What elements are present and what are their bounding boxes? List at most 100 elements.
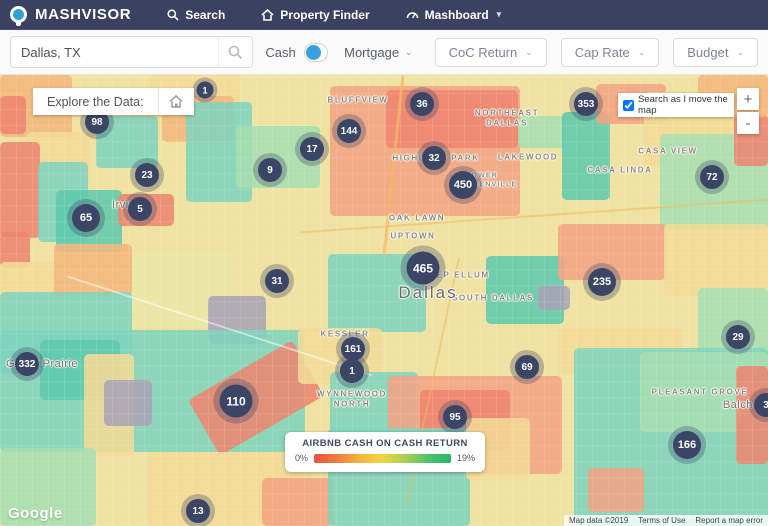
legend-gradient-bar <box>314 453 451 463</box>
cash-label: Cash <box>265 44 296 60</box>
map-area-label: OAK LAWN <box>388 213 446 223</box>
nav-item-label: Property Finder <box>280 7 370 22</box>
cluster-marker[interactable]: 235 <box>588 268 616 296</box>
heat-patch <box>518 116 566 148</box>
heat-patch <box>262 478 334 526</box>
map-data-credit: Map data ©2019 <box>564 515 634 526</box>
cluster-marker[interactable]: 1 <box>196 81 214 99</box>
cluster-marker[interactable]: 465 <box>406 251 440 285</box>
search-icon <box>167 8 179 21</box>
map-area-label: KESSLER <box>320 329 370 339</box>
cluster-marker[interactable]: 69 <box>515 355 539 379</box>
search-as-move-label: Search as I move the map <box>638 94 728 116</box>
brand-name: MASHVISOR <box>35 6 132 23</box>
cluster-marker[interactable]: 65 <box>72 204 100 232</box>
mortgage-dropdown[interactable]: Mortgage ⌄ <box>344 45 412 60</box>
heat-patch <box>664 224 768 296</box>
explore-data-panel: Explore the Data: <box>33 88 194 115</box>
search-as-move-panel: Search as I move the map <box>618 93 734 117</box>
map-area-label: PLEASANT GROVE <box>651 387 749 397</box>
chevron-down-icon: ⌄ <box>637 46 646 57</box>
cluster-marker[interactable]: 13 <box>186 499 210 523</box>
cluster-marker[interactable]: 353 <box>574 92 598 116</box>
heat-patch <box>0 96 26 134</box>
nav-item-search[interactable]: Search <box>167 8 225 22</box>
map-area-label: CASA LINDA <box>587 165 653 175</box>
budget-label: Budget <box>687 44 729 60</box>
heat-patch <box>0 448 96 526</box>
heatmap-legend: AIRBNB CASH ON CASH RETURN 0% 19% <box>285 432 485 472</box>
heat-patch <box>558 224 666 280</box>
budget-dropdown[interactable]: Budget ⌄ <box>673 37 758 67</box>
dashboard-icon <box>406 9 419 20</box>
terms-of-use-link[interactable]: Terms of Use <box>633 515 691 526</box>
nav-item-mashboard[interactable]: Mashboard ▾ <box>406 7 502 22</box>
mashvisor-logo[interactable]: MASHVISOR <box>10 6 132 26</box>
search-submit-button[interactable] <box>218 37 253 67</box>
top-navbar: MASHVISOR Search Property Finder Mashboa… <box>0 0 768 30</box>
map-area-label: CASA VIEW <box>638 146 698 156</box>
cluster-marker[interactable]: 110 <box>219 384 253 418</box>
cluster-marker[interactable]: 3 <box>754 393 768 417</box>
map-area-label: DEEP ELLUM <box>422 270 490 280</box>
cluster-marker[interactable]: 5 <box>128 197 152 221</box>
home-button[interactable] <box>157 88 194 115</box>
cluster-marker[interactable]: 36 <box>410 92 434 116</box>
cluster-marker[interactable]: 72 <box>700 165 724 189</box>
cluster-marker[interactable]: 32 <box>422 146 446 170</box>
map-area-label: NORTH <box>333 399 371 409</box>
location-search-input[interactable] <box>11 44 219 60</box>
cluster-marker[interactable]: 31 <box>265 269 289 293</box>
legend-max: 19% <box>456 453 475 463</box>
cluster-marker[interactable]: 17 <box>300 137 324 161</box>
map-area-label: SOUTH DALLAS <box>452 293 534 303</box>
map-area-label: LAKEWOOD <box>497 152 559 162</box>
coc-return-label: CoC Return <box>448 44 518 60</box>
heat-patch <box>0 142 40 238</box>
zoom-out-button[interactable]: - <box>737 112 759 134</box>
chevron-down-icon: ⌄ <box>736 46 744 57</box>
cash-mortgage-toggle[interactable] <box>303 42 329 62</box>
zoom-in-button[interactable]: + <box>737 88 759 110</box>
cluster-marker[interactable]: 95 <box>443 405 467 429</box>
cluster-marker[interactable]: 161 <box>341 337 365 361</box>
cluster-marker[interactable]: 332 <box>15 352 39 376</box>
location-searchbox <box>10 36 254 68</box>
heat-patch <box>104 380 152 426</box>
heat-patch <box>588 468 644 512</box>
map-area-label: Dallas <box>398 283 458 302</box>
cluster-marker[interactable]: 29 <box>726 325 750 349</box>
map-attribution: Map data ©2019 Terms of Use Report a map… <box>564 515 768 526</box>
legend-title: AIRBNB CASH ON CASH RETURN <box>302 438 468 449</box>
home-icon <box>169 95 183 108</box>
map-area-label: LOWER <box>465 172 499 180</box>
cluster-marker[interactable]: 166 <box>673 431 701 459</box>
cluster-marker[interactable]: 1 <box>340 359 364 383</box>
map-area-label: BLUFFVIEW <box>327 95 389 105</box>
toggle-knob <box>305 44 321 60</box>
cluster-marker[interactable]: 9 <box>258 158 282 182</box>
cluster-marker[interactable]: 23 <box>135 163 159 187</box>
chevron-down-icon: ⌄ <box>525 46 533 57</box>
cluster-marker[interactable]: 144 <box>337 119 361 143</box>
report-map-error-link[interactable]: Report a map error <box>690 515 768 526</box>
house-icon <box>261 8 274 21</box>
heat-patch <box>562 112 610 200</box>
coc-return-dropdown[interactable]: CoC Return ⌄ <box>434 37 547 67</box>
cap-rate-dropdown[interactable]: Cap Rate ⌄ <box>560 37 660 67</box>
nav-item-property-finder[interactable]: Property Finder <box>261 7 370 22</box>
mortgage-label: Mortgage <box>344 44 400 60</box>
heat-patch <box>538 286 570 310</box>
map-area-label: UPTOWN <box>390 231 436 241</box>
map[interactable]: BLUFFVIEW NORTHEAST DALLAS LAKEWOOD CASA VIE… <box>0 75 768 526</box>
legend-min: 0% <box>295 453 309 463</box>
mashvisor-pin-icon <box>10 6 27 26</box>
cluster-marker[interactable]: 450 <box>449 171 477 199</box>
heat-patch <box>54 244 132 296</box>
heat-patch <box>386 90 518 148</box>
filter-bar: Cash Mortgage ⌄ CoC Return ⌄ Cap Rate ⌄ … <box>0 30 768 75</box>
nav-item-label: Mashboard <box>424 7 489 22</box>
chevron-down-icon: ▾ <box>496 9 502 19</box>
map-area-label: GREENVILLE <box>460 181 518 189</box>
search-as-move-checkbox[interactable] <box>623 99 634 111</box>
